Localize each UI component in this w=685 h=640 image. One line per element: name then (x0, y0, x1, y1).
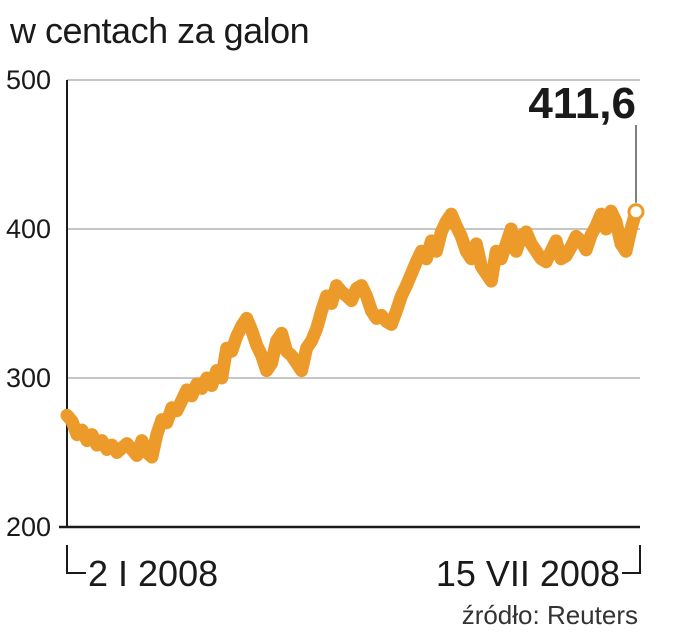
y-tick-label-200: 200 (6, 512, 51, 542)
y-tick-labels: 200 300 400 500 (6, 65, 51, 542)
date-bracket-left (66, 545, 86, 574)
y-tick-label-500: 500 (6, 65, 51, 95)
gridlines (67, 79, 640, 379)
source-note: źródło: Reuters (461, 600, 638, 630)
end-marker-group: 411,6 (528, 79, 645, 221)
y-tick-label-400: 400 (6, 214, 51, 244)
y-tick-label-300: 300 (6, 363, 51, 393)
x-label-start: 2 I 2008 (88, 553, 218, 594)
axes (59, 80, 641, 574)
series-line (60, 204, 643, 464)
end-point-marker (627, 203, 645, 221)
x-label-end: 15 VII 2008 (436, 553, 620, 594)
chart-title: w centach za galon (10, 10, 310, 51)
series-group (60, 204, 643, 464)
x-axis-labels: 2 I 2008 15 VII 2008 (88, 553, 620, 594)
last-value-label: 411,6 (528, 79, 636, 128)
date-bracket-right (622, 545, 641, 574)
